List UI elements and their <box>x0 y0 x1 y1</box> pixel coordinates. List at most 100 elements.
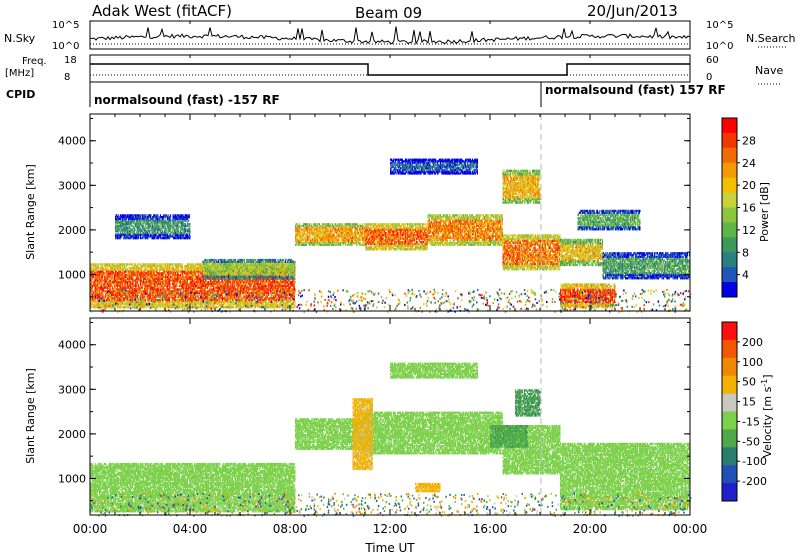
heatmap-cell <box>115 279 117 282</box>
heatmap-cell <box>171 286 173 289</box>
heatmap-cell <box>114 265 116 268</box>
heatmap-cell <box>131 302 133 305</box>
heatmap-cell <box>91 263 93 266</box>
heatmap-cell <box>153 268 155 271</box>
heatmap-cell <box>152 277 154 280</box>
heatmap-cell <box>155 268 157 271</box>
heatmap-cell <box>154 265 156 268</box>
heatmap-cell <box>123 306 125 309</box>
heatmap-cell <box>137 263 139 266</box>
heatmap-cell <box>151 291 153 295</box>
heatmap-cell <box>221 295 223 298</box>
heatmap-cell <box>134 302 136 305</box>
heatmap-cell <box>148 268 150 271</box>
heatmap-cell <box>100 270 102 273</box>
heatmap-cell <box>119 266 121 270</box>
heatmap-cell <box>108 265 110 268</box>
heatmap-cell <box>115 297 117 300</box>
heatmap-cell <box>90 275 92 279</box>
heatmap-cell <box>155 295 157 298</box>
heatmap-cell <box>113 275 115 279</box>
heatmap-cell <box>132 290 134 293</box>
heatmap-cell <box>149 291 151 295</box>
heatmap-cell <box>106 270 108 273</box>
heatmap-cell <box>106 304 108 307</box>
heatmap-cell <box>153 297 155 300</box>
heatmap-cell <box>99 291 101 295</box>
heatmap-cell <box>136 297 138 300</box>
heatmap-cell <box>217 306 219 309</box>
heatmap-cell <box>91 274 93 277</box>
heatmap-cell <box>155 302 157 305</box>
heatmap-cell <box>131 290 133 293</box>
heatmap-cell <box>150 266 152 270</box>
heatmap-cell <box>103 277 105 280</box>
heatmap-cell <box>137 300 139 303</box>
heatmap-cell <box>106 299 108 302</box>
heatmap-cell <box>155 293 157 296</box>
heatmap-cell <box>112 270 114 273</box>
heatmap-cell <box>138 274 140 277</box>
heatmap-cell <box>146 277 148 280</box>
heatmap-cell <box>103 265 105 268</box>
heatmap-cell <box>130 274 132 277</box>
heatmap-cell <box>118 306 120 309</box>
heatmap-cell <box>110 277 112 280</box>
heatmap-cell <box>146 263 148 266</box>
heatmap-cell <box>155 266 157 270</box>
heatmap-cell <box>91 284 93 287</box>
heatmap-cell <box>123 270 125 273</box>
station-title: Adak West (fitACF) <box>92 2 232 20</box>
heatmap-cell <box>115 295 117 298</box>
heatmap-cell <box>145 268 147 271</box>
heatmap-cell <box>123 306 125 309</box>
heatmap-cell <box>146 270 148 273</box>
heatmap-cell <box>96 302 98 305</box>
heatmap-cell <box>135 281 137 284</box>
heatmap-cell <box>122 277 124 280</box>
heatmap-cell <box>94 270 96 273</box>
heatmap-cell <box>93 272 95 275</box>
heatmap-cell <box>110 299 112 302</box>
heatmap-cell <box>104 263 106 266</box>
heatmap-cell <box>129 277 131 280</box>
heatmap-cell <box>151 282 153 286</box>
heatmap-cell <box>148 293 150 296</box>
heatmap-cell <box>96 288 98 291</box>
heatmap-cell <box>117 265 119 268</box>
heatmap-cell <box>130 295 132 298</box>
heatmap-cell <box>122 306 124 309</box>
heatmap-cell <box>94 299 96 302</box>
heatmap-cell <box>117 300 119 303</box>
heatmap-cell <box>95 266 97 270</box>
heatmap-cell <box>143 306 145 309</box>
heatmap-cell <box>110 266 112 270</box>
heatmap-cell <box>148 277 150 280</box>
heatmap-cell <box>106 286 108 289</box>
heatmap-cell <box>112 279 114 282</box>
heatmap-cell <box>110 306 112 309</box>
heatmap-cell <box>127 272 129 275</box>
heatmap-cell <box>90 302 92 305</box>
heatmap-cell <box>111 272 113 275</box>
heatmap-cell <box>97 300 99 303</box>
heatmap-cell <box>153 284 155 287</box>
heatmap-cell <box>145 300 147 303</box>
heatmap-cell <box>133 290 135 293</box>
heatmap-cell <box>137 302 139 305</box>
heatmap-cell <box>104 284 106 287</box>
heatmap-cell <box>96 270 98 273</box>
heatmap-cell <box>142 302 144 305</box>
heatmap-cell <box>151 266 153 270</box>
heatmap-cell <box>90 268 92 271</box>
heatmap-cell <box>128 291 130 295</box>
heatmap-cell <box>147 300 149 303</box>
heatmap-cell <box>190 306 192 309</box>
heatmap-cell <box>94 306 96 309</box>
heatmap-cell <box>96 288 98 291</box>
heatmap-cell <box>121 284 123 287</box>
heatmap-cell <box>120 304 122 307</box>
heatmap-cell <box>140 265 142 268</box>
heatmap-cell <box>91 300 93 303</box>
heatmap-cell <box>115 272 117 275</box>
